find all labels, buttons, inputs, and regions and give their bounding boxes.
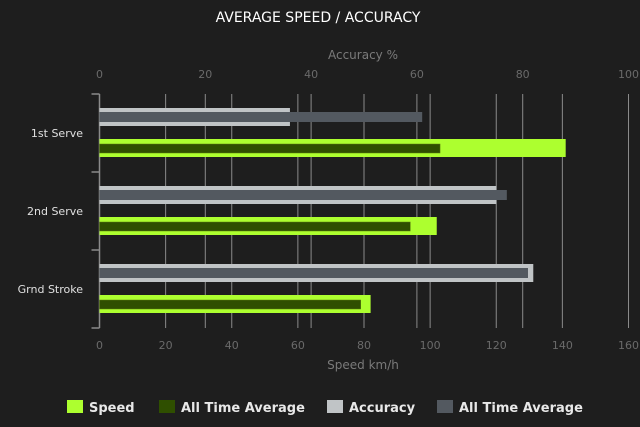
accuracy-average-bar [99,268,528,278]
accuracy-tick-label: 100 [618,68,639,81]
speed-tick-label: 20 [159,339,173,352]
speed-tick-label: 40 [225,339,239,352]
accuracy-tick-label: 80 [516,68,530,81]
legend-swatch [159,400,175,413]
legend-label: All Time Average [181,401,305,416]
speed-tick-label: 140 [552,339,573,352]
speed-tick-label: 120 [486,339,507,352]
accuracy-tick-label: 60 [410,68,424,81]
legend-swatch [67,400,83,413]
speed-tick-label: 160 [618,339,639,352]
accuracy-average-bar [99,112,423,122]
accuracy-tick-label: 40 [304,68,318,81]
speed-average-bar [99,221,411,232]
speed-average-bar [99,299,361,310]
legend-label: Speed [89,401,135,416]
legend-swatch [327,400,343,413]
speed-tick-label: 0 [96,339,103,352]
chart-title: AVERAGE SPEED / ACCURACY [216,10,421,26]
accuracy-average-bar [99,190,507,200]
legend-label: Accuracy [349,401,416,416]
legend-label: All Time Average [459,401,583,416]
accuracy-tick-label: 0 [96,68,103,81]
speed-tick-label: 100 [420,339,441,352]
top-axis-label: Accuracy % [328,48,398,62]
category-label: Grnd Stroke [18,283,84,296]
speed-average-bar [99,143,441,154]
accuracy-tick-label: 20 [198,68,212,81]
category-label: 2nd Serve [27,205,83,218]
bottom-axis-label: Speed km/h [327,358,399,372]
speed-tick-label: 80 [357,339,371,352]
speed-tick-label: 60 [291,339,305,352]
legend-swatch [437,400,453,413]
category-label: 1st Serve [31,127,83,140]
